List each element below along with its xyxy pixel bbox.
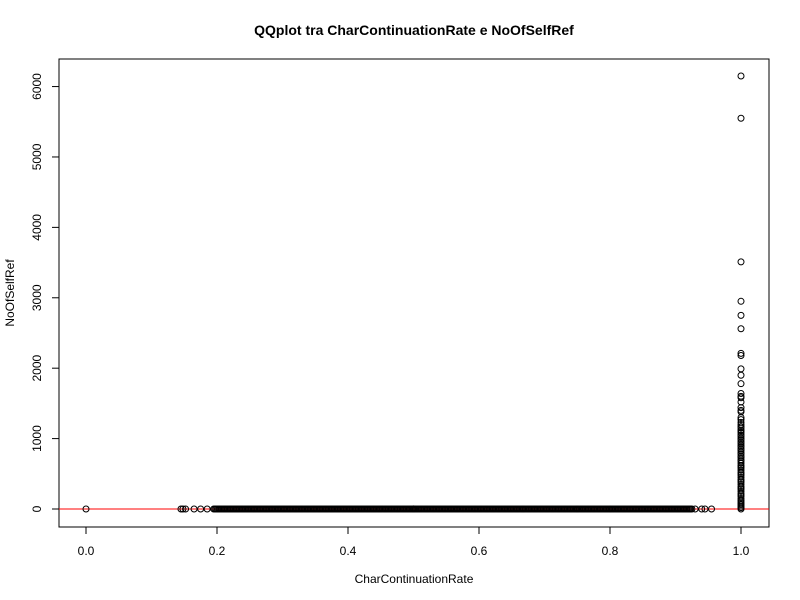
data-point (737, 394, 745, 402)
x-axis-label: CharContinuationRate (355, 572, 474, 586)
data-points (82, 72, 745, 513)
data-point (737, 352, 745, 360)
y-tick-label: 0 (30, 505, 44, 512)
data-point (737, 424, 745, 432)
x-tick-label: 0.8 (602, 544, 619, 558)
y-tick-label: 6000 (30, 73, 44, 100)
data-point (203, 505, 211, 513)
data-point (698, 505, 706, 513)
x-tick-label: 0.4 (340, 544, 357, 558)
x-tick-label: 0.6 (471, 544, 488, 558)
data-point (737, 480, 745, 488)
y-tick-label: 3000 (30, 284, 44, 311)
data-point (737, 258, 745, 266)
y-axis-label: NoOfSelfRef (3, 259, 17, 327)
data-point (737, 505, 745, 513)
data-point (737, 398, 745, 406)
data-point (179, 505, 187, 513)
data-point (82, 505, 90, 513)
data-point (737, 380, 745, 388)
data-point (737, 404, 745, 412)
data-point (737, 473, 745, 481)
data-point (737, 311, 745, 319)
y-tick-label: 4000 (30, 214, 44, 241)
data-point (737, 466, 745, 474)
chart-title: QQplot tra CharContinuationRate e NoOfSe… (254, 22, 574, 38)
x-tick-label: 0.0 (78, 544, 95, 558)
x-axis: 0.0 0.2 0.4 0.6 0.8 1.0 (78, 526, 750, 558)
data-point (737, 72, 745, 80)
y-tick-label: 2000 (30, 355, 44, 382)
data-point (197, 505, 205, 513)
data-point (737, 114, 745, 122)
data-point (737, 371, 745, 379)
data-point (708, 505, 716, 513)
data-point (190, 505, 198, 513)
data-point (737, 413, 745, 421)
data-point (737, 349, 745, 357)
data-point (737, 487, 745, 495)
y-tick-label: 5000 (30, 143, 44, 170)
data-point (737, 365, 745, 373)
y-tick-label: 1000 (30, 425, 44, 452)
data-point (737, 325, 745, 333)
plot-frame (58, 58, 770, 528)
data-point (737, 416, 745, 424)
data-point (701, 505, 709, 513)
data-point (737, 297, 745, 305)
x-tick-label: 0.2 (209, 544, 226, 558)
x-tick-label: 1.0 (733, 544, 750, 558)
data-point (737, 390, 745, 398)
y-axis: 0 1000 2000 3000 4000 5000 6000 (30, 73, 60, 512)
data-point (688, 505, 696, 513)
data-point (177, 505, 185, 513)
data-point (182, 505, 190, 513)
data-point (737, 459, 745, 467)
